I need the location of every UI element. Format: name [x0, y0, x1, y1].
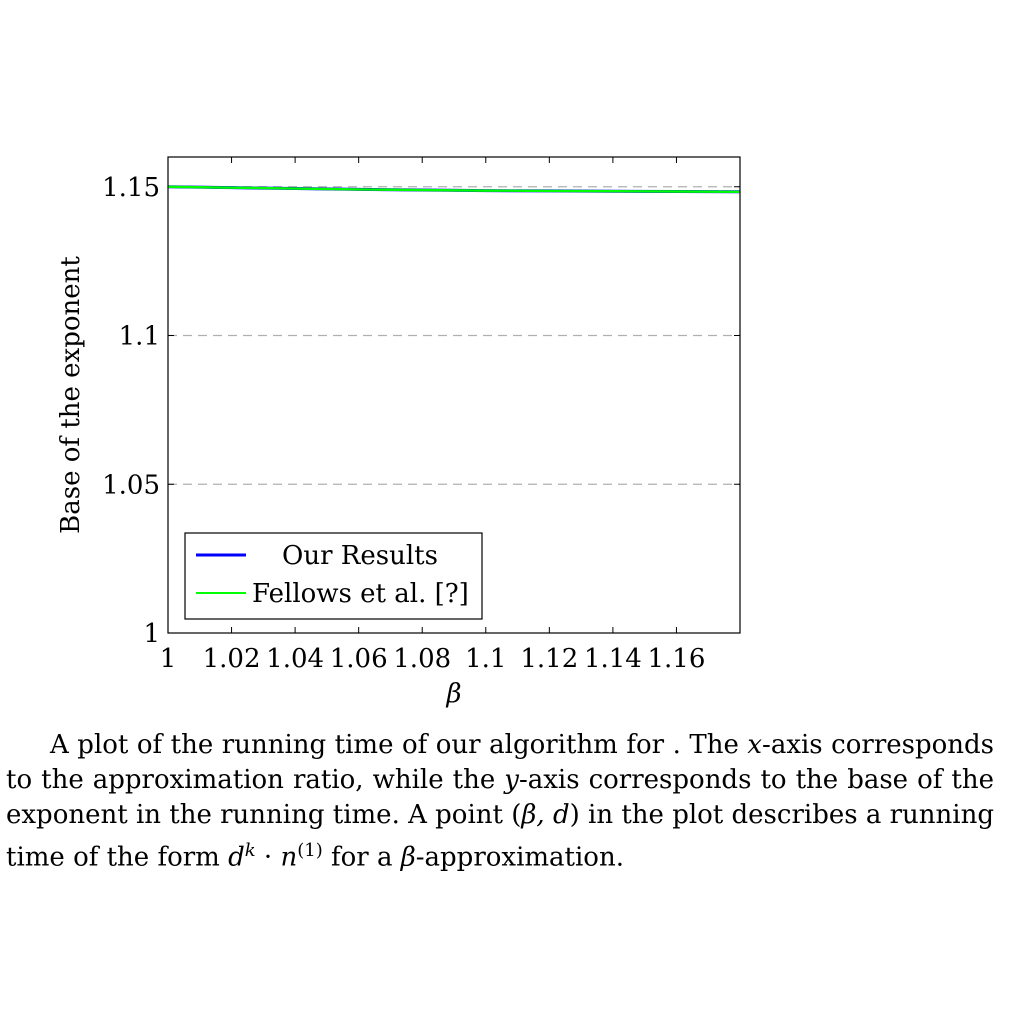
x-tick-label: 1.1 — [465, 644, 506, 674]
x-tick-label: 1 — [160, 644, 177, 674]
x-tick-label: 1.08 — [393, 644, 451, 674]
x-tick-label: 1.06 — [330, 644, 388, 674]
y-tick-label: 1.05 — [102, 470, 160, 500]
y-tick-label: 1 — [143, 619, 160, 649]
series-lines — [167, 185, 741, 194]
x-tick-labels: 1 1.02 1.04 1.06 1.08 1.1 1.12 1.14 1.16 — [160, 644, 706, 674]
legend-box — [184, 532, 483, 620]
legend-label-fellows: Fellows et al. [?] — [252, 579, 469, 609]
y-tick-labels: 1 1.05 1.1 1.15 — [102, 173, 160, 649]
x-axis-label: β — [445, 679, 461, 709]
x-tick-label: 1.16 — [647, 644, 705, 674]
line-chart: 1 1.02 1.04 1.06 1.08 1.1 1.12 1.14 1.16 1 1.05 1.… — [56, 156, 741, 709]
y-tick-label: 1.15 — [102, 173, 160, 203]
y-tick-label: 1.1 — [119, 322, 160, 352]
x-tick-label: 1.12 — [520, 644, 578, 674]
x-tick-label: 1.04 — [266, 644, 324, 674]
y-axis-label: Base of the exponent — [56, 256, 86, 534]
legend: Our Results Fellows et al. [?] — [184, 532, 483, 620]
legend-label-our-results: Our Results — [282, 541, 438, 571]
x-tick-label: 1.02 — [203, 644, 261, 674]
figure-caption: A plot of the running time of our algori… — [6, 730, 995, 873]
series-line-fellows — [167, 185, 741, 194]
x-tick-label: 1.14 — [584, 644, 642, 674]
plot-frame — [167, 156, 741, 634]
